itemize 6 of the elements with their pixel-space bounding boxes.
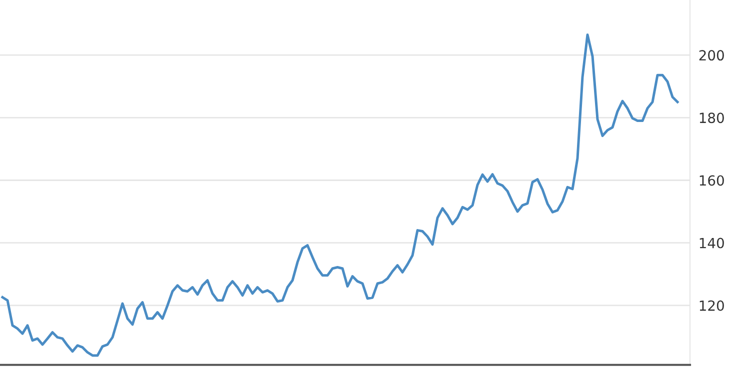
- line-series: [1, 33, 679, 357]
- y-tick-label: 180: [700, 112, 724, 124]
- y-tick-label: 200: [699, 50, 724, 61]
- y-tick-label: 160: [700, 175, 724, 186]
- y-tick-label: 120: [700, 300, 724, 311]
- y-tick-label: 140: [700, 238, 724, 248]
